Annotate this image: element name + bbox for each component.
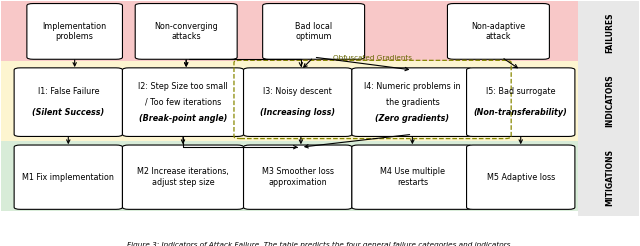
FancyBboxPatch shape xyxy=(1,1,578,62)
FancyBboxPatch shape xyxy=(122,145,244,209)
Text: I4: Numeric problems in: I4: Numeric problems in xyxy=(364,82,461,91)
FancyBboxPatch shape xyxy=(14,68,122,137)
Text: Figure 3: Indicators of Attack Failure. The table predicts the four general fail: Figure 3: Indicators of Attack Failure. … xyxy=(127,242,513,246)
Text: FAILURES: FAILURES xyxy=(605,12,614,53)
FancyBboxPatch shape xyxy=(244,145,352,209)
Text: (Non-transferability): (Non-transferability) xyxy=(474,108,568,117)
FancyBboxPatch shape xyxy=(352,68,473,137)
Text: INDICATORS: INDICATORS xyxy=(605,75,614,127)
FancyBboxPatch shape xyxy=(14,145,122,209)
FancyBboxPatch shape xyxy=(135,3,237,59)
Text: M4 Use multiple
restarts: M4 Use multiple restarts xyxy=(380,168,445,187)
Text: (Silent Success): (Silent Success) xyxy=(32,108,104,117)
Text: Non-converging
attacks: Non-converging attacks xyxy=(154,22,218,41)
Text: I3: Noisy descent: I3: Noisy descent xyxy=(263,87,332,96)
Text: / Too few iterations: / Too few iterations xyxy=(145,98,221,107)
Text: I1: False Failure: I1: False Failure xyxy=(38,87,99,96)
Text: M1 Fix implementation: M1 Fix implementation xyxy=(22,173,114,182)
FancyBboxPatch shape xyxy=(1,141,578,212)
FancyBboxPatch shape xyxy=(352,145,473,209)
Text: (Zero gradients): (Zero gradients) xyxy=(376,114,449,123)
FancyBboxPatch shape xyxy=(467,145,575,209)
Text: M2 Increase iterations,
adjust step size: M2 Increase iterations, adjust step size xyxy=(137,168,229,187)
Text: (Break-point angle): (Break-point angle) xyxy=(139,114,227,123)
FancyBboxPatch shape xyxy=(27,3,122,59)
FancyBboxPatch shape xyxy=(244,68,352,137)
Text: (Increasing loss): (Increasing loss) xyxy=(260,108,335,117)
Text: M3 Smoother loss
approximation: M3 Smoother loss approximation xyxy=(262,168,333,187)
FancyBboxPatch shape xyxy=(467,68,575,137)
Text: I2: Step Size too small: I2: Step Size too small xyxy=(138,82,228,91)
FancyBboxPatch shape xyxy=(447,3,549,59)
FancyBboxPatch shape xyxy=(262,3,365,59)
Text: M5 Adaptive loss: M5 Adaptive loss xyxy=(486,173,555,182)
Text: I5: Bad surrogate: I5: Bad surrogate xyxy=(486,87,556,96)
Text: Obfuscated Gradients: Obfuscated Gradients xyxy=(333,55,412,62)
Text: MITIGATIONS: MITIGATIONS xyxy=(605,149,614,206)
FancyBboxPatch shape xyxy=(578,1,639,216)
FancyBboxPatch shape xyxy=(1,62,578,141)
FancyBboxPatch shape xyxy=(122,68,244,137)
Text: Implementation
problems: Implementation problems xyxy=(43,22,107,41)
Text: Bad local
optimum: Bad local optimum xyxy=(295,22,332,41)
Text: Non-adaptive
attack: Non-adaptive attack xyxy=(471,22,525,41)
Text: the gradients: the gradients xyxy=(385,98,439,107)
